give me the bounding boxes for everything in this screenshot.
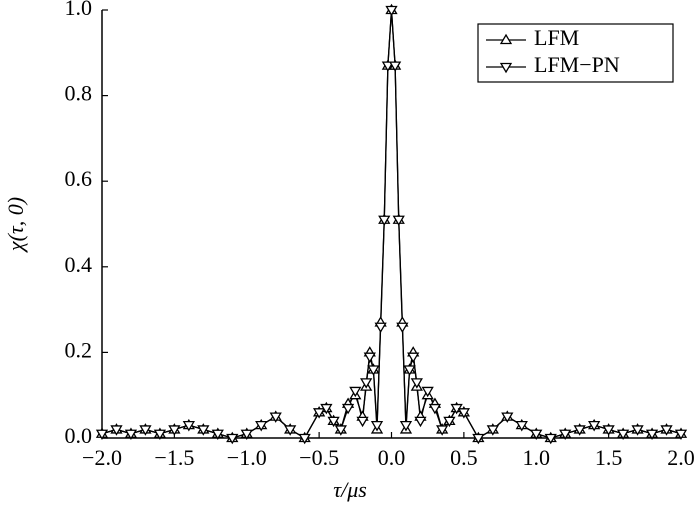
x-tick-label: −1.5 (154, 445, 194, 470)
data-point (602, 425, 615, 436)
data-point (298, 433, 311, 445)
x-axis-label: τ/μs (333, 477, 367, 502)
x-tick-label: 2.0 (667, 445, 695, 470)
data-point (428, 403, 442, 415)
data-point (674, 429, 688, 441)
data-point (284, 425, 297, 436)
data-point (472, 433, 485, 445)
data-point (559, 429, 572, 441)
data-point (240, 429, 253, 441)
legend-label: LFM−PN (534, 52, 620, 77)
data-point (197, 425, 210, 436)
data-point (269, 412, 282, 423)
data-point (501, 412, 514, 423)
data-point (392, 215, 405, 227)
data-point (327, 416, 340, 428)
data-point (124, 429, 138, 441)
data-point (334, 425, 347, 436)
data-point (403, 365, 416, 376)
x-tick-label: −1.0 (227, 445, 267, 470)
data-point (341, 403, 355, 415)
y-tick-label: 0.4 (65, 252, 93, 277)
data-point (660, 425, 673, 436)
data-point (385, 5, 398, 17)
data-point (457, 408, 471, 419)
data-point (110, 425, 123, 436)
data-point (370, 421, 384, 432)
data-point (381, 61, 395, 72)
data-point (349, 386, 362, 398)
data-point (226, 433, 239, 445)
data-point (588, 421, 601, 432)
y-tick-label: 0.0 (65, 423, 93, 448)
legend-box (477, 23, 674, 83)
data-point (360, 378, 373, 389)
data-point (407, 352, 420, 363)
data-point (573, 425, 586, 436)
data-point (168, 425, 181, 436)
data-point (95, 429, 109, 441)
data-point (182, 421, 195, 432)
data-point (320, 403, 333, 415)
data-point (421, 386, 434, 398)
data-point (436, 425, 449, 436)
x-tick-label: 1.5 (595, 445, 623, 470)
data-point (616, 429, 630, 441)
data-point (396, 322, 409, 334)
data-point (388, 61, 402, 72)
data-point (378, 215, 391, 227)
data-point (443, 416, 456, 428)
data-point (356, 416, 369, 428)
data-point (486, 425, 499, 436)
y-tick-label: 0.8 (65, 81, 93, 106)
x-tick-label: 1.0 (523, 445, 551, 470)
data-point (631, 425, 644, 436)
y-tick-label: 0.2 (65, 337, 93, 362)
y-tick-label: 0.6 (65, 166, 93, 191)
data-point (363, 352, 376, 363)
data-point (410, 378, 423, 389)
x-tick-label: −0.5 (299, 445, 339, 470)
data-point (312, 408, 326, 419)
data-point (367, 365, 380, 376)
data-point (153, 429, 167, 441)
x-tick-label: 0.0 (378, 445, 406, 470)
data-point (255, 421, 268, 432)
data-point (530, 429, 543, 441)
x-tick-label: −2.0 (82, 445, 122, 470)
legend-marker (499, 62, 513, 74)
data-point (544, 433, 557, 445)
y-axis-label: χ(τ, 0) (3, 197, 28, 253)
y-tick-label: 1.0 (65, 0, 93, 20)
data-point (139, 425, 152, 436)
data-point (645, 429, 659, 441)
data-point (211, 429, 224, 441)
x-tick-label: 0.5 (450, 445, 478, 470)
legend-marker (499, 33, 513, 45)
data-point (414, 416, 427, 428)
data-point (374, 322, 387, 334)
data-point (515, 421, 528, 432)
data-point (399, 421, 413, 432)
legend-label: LFM (534, 25, 579, 50)
